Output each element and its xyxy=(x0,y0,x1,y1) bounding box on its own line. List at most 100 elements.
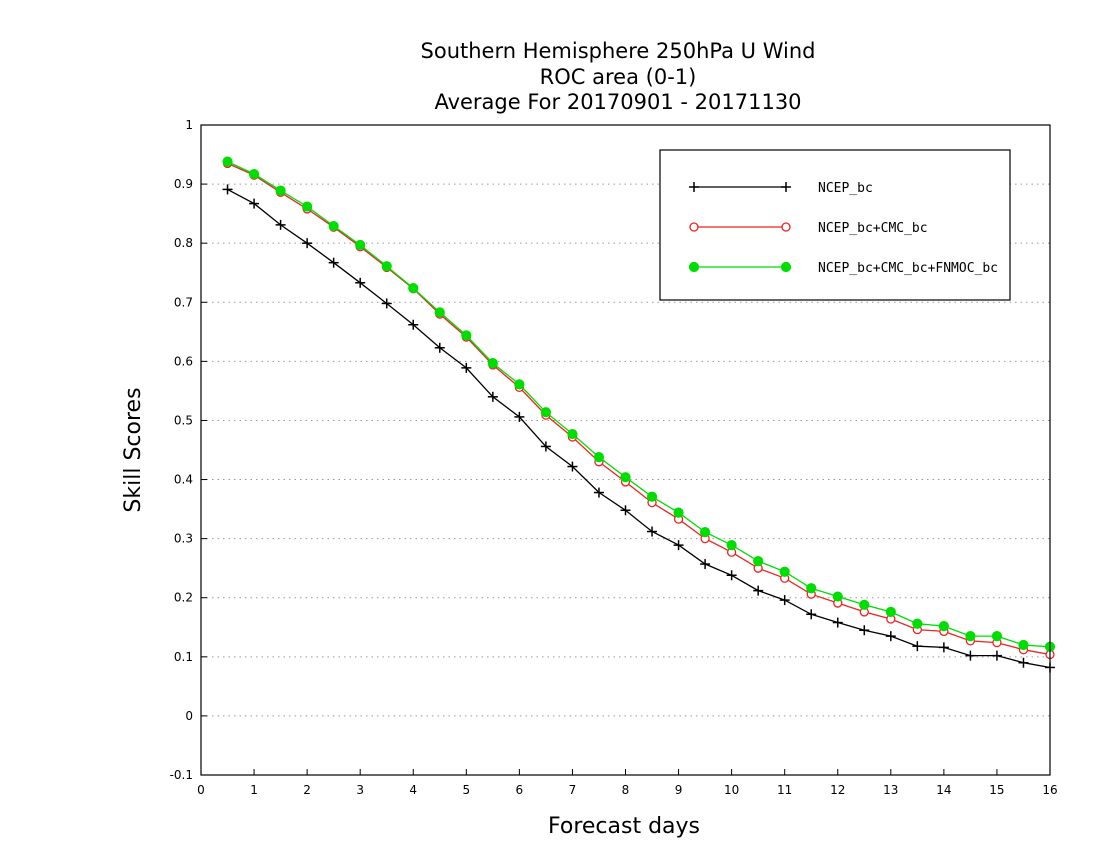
chart-title-line-1: Southern Hemisphere 250hPa U Wind xyxy=(421,39,816,63)
data-point xyxy=(647,526,658,537)
data-point xyxy=(461,362,472,373)
legend-box xyxy=(659,149,1011,301)
legend-item: NCEP_bc+CMC_bc+FNMOC_bc xyxy=(688,261,998,276)
data-point xyxy=(434,342,445,353)
data-point xyxy=(355,277,366,288)
legend-marker xyxy=(780,261,792,273)
data-point xyxy=(965,631,976,642)
data-point xyxy=(540,441,551,452)
y-tick-label: -0.1 xyxy=(170,768,193,782)
data-point xyxy=(938,620,949,632)
data-point xyxy=(726,570,737,581)
data-point xyxy=(912,618,923,629)
data-point xyxy=(567,461,578,472)
y-tick-label: 0.6 xyxy=(174,354,193,368)
chart-title-line-3: Average For 20170901 - 20171130 xyxy=(434,90,801,114)
data-point xyxy=(249,198,260,209)
y-tick-label: 0 xyxy=(185,709,193,723)
series-2 xyxy=(222,156,1056,652)
data-point xyxy=(248,168,260,180)
data-point xyxy=(1018,657,1029,668)
x-tick-label: 15 xyxy=(989,783,1004,797)
data-point xyxy=(938,642,949,653)
data-point xyxy=(222,156,233,167)
data-point xyxy=(461,330,472,341)
data-point xyxy=(487,358,498,369)
legend-marker xyxy=(781,182,791,192)
y-tick-label: 0.9 xyxy=(174,177,193,191)
x-tick-label: 8 xyxy=(622,783,630,797)
data-point xyxy=(753,585,764,596)
data-point xyxy=(699,527,711,538)
data-point xyxy=(779,566,790,577)
data-point xyxy=(275,219,286,230)
data-point xyxy=(434,307,445,318)
x-tick-label: 2 xyxy=(303,783,311,797)
data-point xyxy=(328,220,339,232)
series-line xyxy=(227,188,1051,669)
data-point xyxy=(381,298,392,309)
series-line xyxy=(227,162,1051,656)
legend-marker xyxy=(689,222,699,232)
x-tick-label: 0 xyxy=(197,783,205,797)
y-tick-label: 0.2 xyxy=(174,591,193,605)
y-axis-label: Skill Scores xyxy=(121,387,146,512)
y-tick-label: 0.8 xyxy=(174,236,193,250)
x-tick-label: 11 xyxy=(777,783,792,797)
x-tick-label: 6 xyxy=(516,783,524,797)
x-tick-label: 13 xyxy=(883,783,898,797)
data-point xyxy=(779,595,790,606)
x-tick-label: 10 xyxy=(724,783,739,797)
data-point xyxy=(646,491,658,502)
data-point xyxy=(965,650,976,661)
data-point xyxy=(859,625,870,636)
x-tick-label: 5 xyxy=(462,783,470,797)
data-point xyxy=(673,540,684,551)
data-point xyxy=(514,379,525,390)
x-tick-label: 7 xyxy=(569,783,577,797)
data-point xyxy=(593,487,604,498)
data-point xyxy=(302,238,313,249)
data-point xyxy=(700,559,711,570)
data-point xyxy=(673,507,684,518)
legend-marker xyxy=(689,182,699,192)
x-tick-label: 1 xyxy=(250,783,258,797)
data-point xyxy=(806,583,817,594)
data-point xyxy=(355,239,366,251)
x-tick-label: 3 xyxy=(356,783,364,797)
data-point xyxy=(726,540,737,551)
data-point xyxy=(275,185,286,196)
legend-item: NCEP_bc xyxy=(689,181,873,196)
chart-title-line-2: ROC area (0-1) xyxy=(540,65,697,89)
data-point xyxy=(991,631,1003,642)
data-point xyxy=(806,609,817,620)
data-point xyxy=(620,472,631,483)
series-layer xyxy=(222,156,1056,673)
legend-label: NCEP_bc+CMC_bc+FNMOC_bc xyxy=(818,261,998,276)
data-point xyxy=(859,599,870,610)
data-point xyxy=(514,411,525,422)
data-point xyxy=(832,617,843,628)
chart-titles: Southern Hemisphere 250hPa U Wind ROC ar… xyxy=(421,39,816,114)
data-point xyxy=(381,261,392,272)
data-point xyxy=(408,282,419,294)
axes: -0.100.10.20.30.40.50.60.70.80.910 1 2 3 4 5 6… xyxy=(170,118,1058,797)
data-point xyxy=(328,257,339,268)
y-tick-label: 0.1 xyxy=(174,650,193,664)
x-tick-label: 16 xyxy=(1042,783,1057,797)
data-point xyxy=(567,428,578,440)
data-point xyxy=(487,391,498,402)
data-point xyxy=(302,201,313,212)
legend-item: NCEP_bc+CMC_bc xyxy=(689,221,928,236)
data-point xyxy=(991,650,1002,661)
data-point xyxy=(885,631,896,642)
data-point xyxy=(620,505,631,516)
data-point xyxy=(1018,639,1029,651)
y-tick-label: 0.3 xyxy=(174,532,193,546)
legend-label: NCEP_bc xyxy=(818,181,873,196)
y-tick-label: 1 xyxy=(185,118,193,132)
data-point xyxy=(222,184,233,195)
legend-marker xyxy=(781,222,791,232)
series-0 xyxy=(222,184,1055,673)
